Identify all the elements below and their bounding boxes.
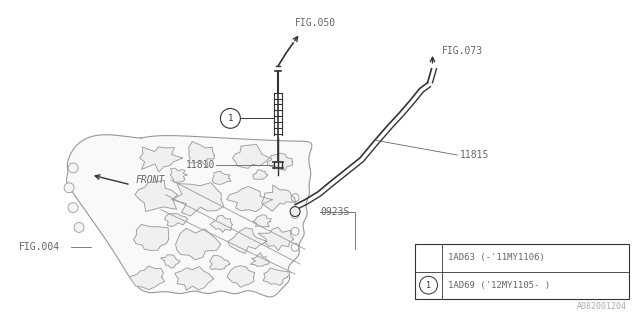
Polygon shape (227, 266, 255, 287)
Text: A082001204: A082001204 (577, 302, 627, 311)
Circle shape (64, 183, 74, 193)
Polygon shape (253, 170, 268, 179)
Polygon shape (140, 147, 182, 172)
Polygon shape (228, 228, 267, 253)
Polygon shape (67, 135, 312, 297)
Text: 1: 1 (426, 281, 431, 290)
Polygon shape (212, 171, 231, 184)
Circle shape (68, 203, 78, 212)
Polygon shape (170, 168, 187, 182)
Text: 11815: 11815 (460, 150, 489, 160)
Text: FIG.050: FIG.050 (295, 18, 336, 28)
Polygon shape (175, 228, 221, 260)
Circle shape (290, 207, 300, 217)
Polygon shape (210, 255, 230, 269)
Polygon shape (268, 153, 292, 170)
FancyBboxPatch shape (415, 244, 628, 299)
Polygon shape (189, 142, 214, 167)
Text: 11810: 11810 (186, 160, 216, 170)
Polygon shape (164, 214, 188, 227)
Polygon shape (135, 180, 177, 212)
Text: FIG.073: FIG.073 (442, 46, 483, 56)
Polygon shape (262, 185, 296, 211)
Polygon shape (134, 225, 169, 250)
Polygon shape (129, 266, 164, 290)
Polygon shape (175, 267, 213, 290)
Text: FRONT: FRONT (136, 175, 165, 185)
Polygon shape (250, 252, 269, 266)
Text: FIG.004: FIG.004 (19, 242, 60, 252)
Polygon shape (253, 215, 271, 227)
Text: 0923S: 0923S (320, 206, 349, 217)
Circle shape (68, 163, 78, 173)
Text: 1AD63 (-'11MY1106): 1AD63 (-'11MY1106) (449, 253, 545, 262)
Polygon shape (232, 145, 270, 168)
Polygon shape (263, 268, 291, 285)
Polygon shape (161, 255, 180, 268)
Text: 1: 1 (228, 114, 233, 123)
Polygon shape (258, 227, 294, 251)
Polygon shape (210, 215, 232, 232)
Polygon shape (172, 182, 224, 216)
Text: 1AD69 ('12MY1105- ): 1AD69 ('12MY1105- ) (449, 281, 550, 290)
Polygon shape (227, 187, 272, 212)
Circle shape (74, 222, 84, 232)
